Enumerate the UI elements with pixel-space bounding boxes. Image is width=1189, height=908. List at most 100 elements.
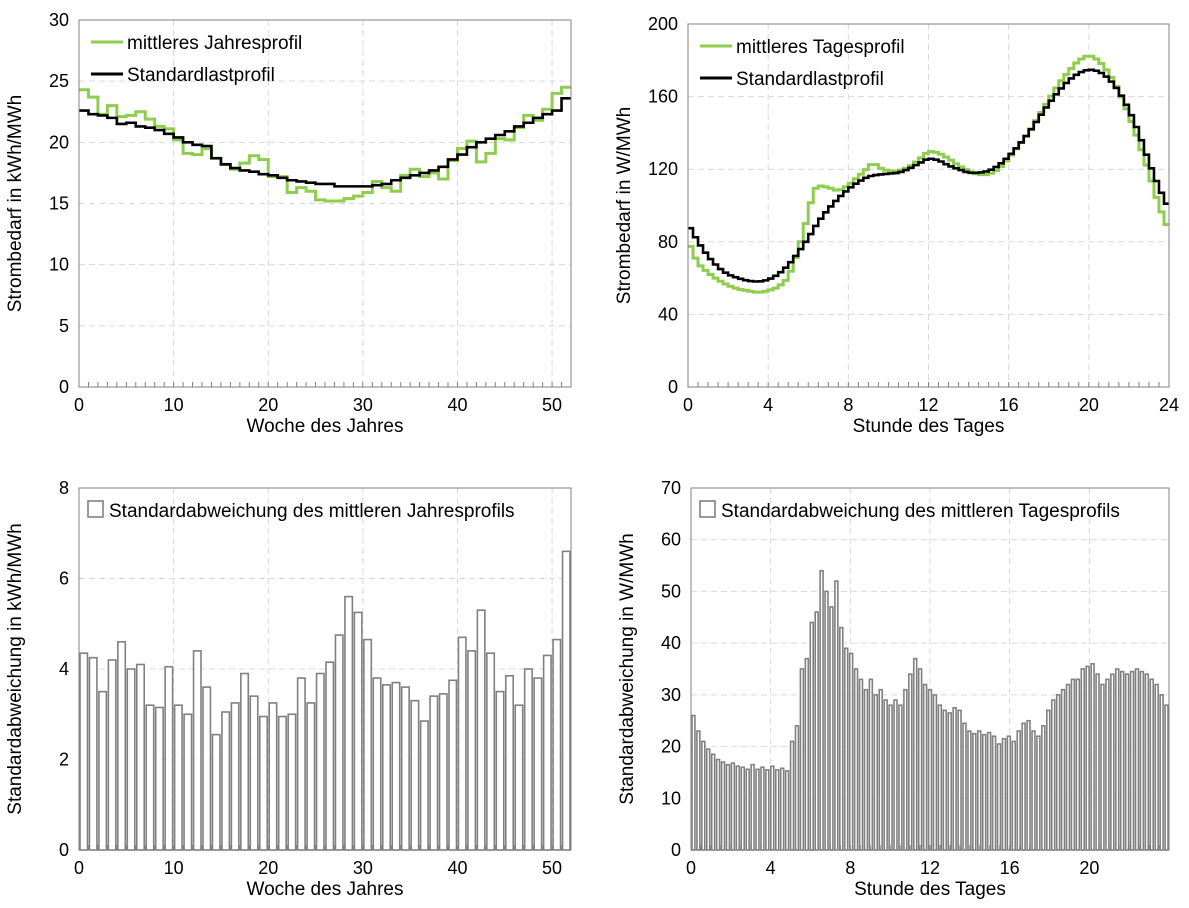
x-tick-label: 20 [258, 395, 278, 415]
bar [438, 693, 448, 851]
bar [863, 688, 869, 851]
bar [145, 704, 155, 851]
y-tick-label: 20 [661, 737, 681, 757]
bar [829, 606, 834, 851]
bar [98, 690, 108, 851]
x-tick-label: 50 [542, 395, 562, 415]
bar [315, 672, 325, 851]
bar [552, 638, 562, 851]
series-line-1 [688, 68, 1169, 283]
y-tick-label: 40 [658, 304, 678, 324]
y-tick-label: 0 [668, 377, 678, 397]
bar [794, 725, 800, 851]
bar [932, 694, 938, 851]
y-tick-label: 40 [661, 633, 681, 653]
bar [372, 677, 382, 851]
x-tick-label: 40 [447, 858, 467, 878]
bar [701, 740, 706, 851]
y-tick-label: 160 [648, 87, 678, 107]
x-tick-label: 8 [843, 395, 853, 415]
bar [1119, 670, 1125, 851]
y-tick-label: 60 [661, 530, 681, 550]
bar [996, 743, 1002, 851]
bar [1154, 683, 1159, 851]
bar [1085, 665, 1090, 851]
bar [211, 733, 221, 851]
bar [495, 690, 505, 851]
legend-swatch [699, 500, 716, 518]
y-tick-label: 80 [658, 232, 678, 252]
bar [1105, 678, 1110, 851]
bar [942, 709, 948, 851]
bar [353, 611, 363, 851]
legend-label: Standardlastprofil [736, 69, 884, 90]
x-tick-label: 4 [766, 858, 776, 878]
legend-swatch [87, 500, 104, 518]
bar [720, 761, 726, 851]
bar [1060, 688, 1066, 851]
y-tick-label: 2 [59, 750, 69, 770]
bar [1011, 740, 1017, 851]
bar [504, 674, 515, 851]
bar [814, 611, 819, 851]
bar [1134, 668, 1140, 851]
bar [898, 704, 903, 851]
y-tick-label: 10 [49, 255, 69, 275]
bar [542, 654, 552, 851]
y-tick-label: 20 [49, 132, 69, 152]
chart-weekly-stddev: 0 10 20 30 40 50 0 2 4 6 8 Woche des Jahres Standard… [5, 478, 572, 900]
bar [344, 595, 354, 851]
bar [277, 715, 287, 851]
bar [561, 550, 571, 851]
y-tick-label: 15 [49, 194, 69, 214]
bar [804, 657, 810, 851]
bar [1159, 694, 1164, 851]
bar [774, 769, 780, 851]
y-tick-label: 10 [661, 788, 681, 808]
y-tick-label: 30 [661, 685, 681, 705]
bar [325, 661, 335, 851]
bar [1095, 673, 1100, 851]
bar [740, 766, 746, 851]
bar [853, 668, 859, 851]
bar [977, 730, 982, 851]
x-axis-label: Woche des Jahres [246, 879, 403, 900]
y-tick-label: 8 [59, 478, 69, 498]
bar [839, 626, 844, 851]
bar [735, 765, 741, 851]
legend-label: Standardabweichung des mittleren Tagespr… [721, 501, 1120, 522]
bar [1080, 668, 1086, 851]
bar [715, 758, 721, 851]
bar [873, 694, 879, 851]
bar [381, 684, 392, 851]
bar [868, 678, 874, 851]
bar [192, 650, 202, 851]
bar [922, 683, 928, 851]
legend-label: mittleres Tagesprofil [736, 37, 905, 58]
y-tick-label: 30 [49, 10, 69, 30]
bar [848, 652, 854, 851]
bar [467, 650, 477, 851]
series-line-0 [79, 85, 571, 203]
y-tick-label: 120 [648, 159, 678, 179]
bar [1149, 678, 1155, 851]
bar [1016, 730, 1021, 851]
bar [107, 659, 117, 851]
bar [117, 641, 127, 851]
bar [154, 706, 164, 851]
bar [903, 688, 908, 851]
bar [1046, 709, 1051, 851]
x-tick-label: 0 [683, 395, 693, 415]
legend-label: mittleres Jahresprofil [127, 33, 302, 54]
y-tick-label: 4 [59, 659, 69, 679]
bar [927, 688, 933, 851]
bar [533, 677, 543, 851]
bar [306, 702, 316, 851]
chart-daily-stddev: 0 4 8 12 16 20 0 10 20 30 40 50 60 70 Stunde des Tages… [617, 478, 1170, 900]
bar [164, 665, 174, 851]
bar [1164, 704, 1169, 851]
bar [962, 722, 967, 851]
bar [912, 657, 918, 851]
bar [1144, 673, 1150, 851]
x-axis-label: Woche des Jahres [246, 416, 403, 437]
